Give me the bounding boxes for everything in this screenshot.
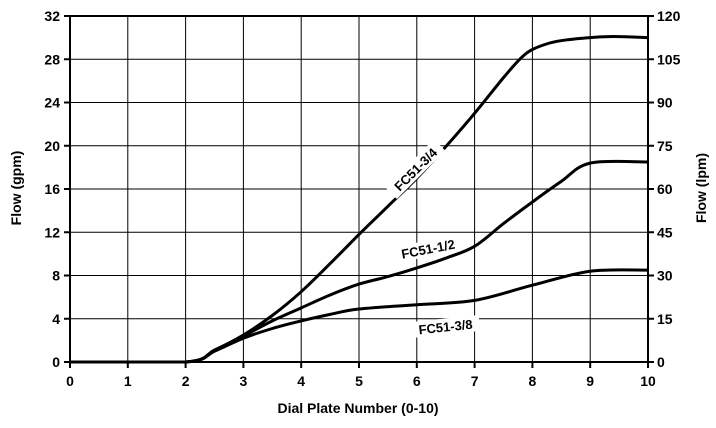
- y2-tick-label: 105: [657, 51, 681, 67]
- x-tick-label: 5: [355, 373, 363, 389]
- curve-label-group: FC51-3/8: [410, 314, 481, 339]
- ticks: [64, 15, 654, 368]
- y-tick-label: 4: [52, 311, 60, 327]
- y-tick-label: 20: [44, 138, 60, 154]
- series-line: [69, 268, 649, 364]
- y-tick-label: 32: [44, 8, 60, 24]
- y2-tick-label: 30: [657, 268, 673, 284]
- curve-label: FC51-3/4: [391, 145, 440, 194]
- x-tick-label: 7: [471, 373, 479, 389]
- curve-label-bg: [385, 139, 446, 200]
- curve-label-bg: [392, 234, 464, 264]
- curve-label-bg: [410, 314, 481, 339]
- y-tick-label: 28: [44, 51, 60, 67]
- x-tick-label: 10: [640, 373, 656, 389]
- y2-tick-label: 120: [657, 8, 681, 24]
- y2-tick-label: 0: [657, 354, 665, 370]
- x-tick-labels: 0 1 2 3 4 5 6 7 8 9 10: [66, 373, 656, 389]
- y2-tick-label: 75: [657, 138, 673, 154]
- x-tick-label: 0: [66, 373, 74, 389]
- y-tick-labels: 0 4 8 12 16 20 24 28 32: [44, 8, 60, 370]
- y-tick-label: 24: [44, 95, 60, 111]
- x-tick-label: 8: [529, 373, 537, 389]
- y2-tick-label: 90: [657, 95, 673, 111]
- curve-label: FC51-3/8: [418, 317, 473, 338]
- x-tick-label: 6: [413, 373, 421, 389]
- x-tick-label: 9: [586, 373, 594, 389]
- y-tick-label: 0: [52, 354, 60, 370]
- x-tick-label: 1: [124, 373, 132, 389]
- y-axis-title: Flow (gpm): [8, 151, 24, 226]
- y2-tick-label: 60: [657, 181, 673, 197]
- y-tick-label: 16: [44, 181, 60, 197]
- x-tick-label: 3: [240, 373, 248, 389]
- y2-tick-labels: 0 15 30 45 60 75 90 105 120: [657, 8, 681, 370]
- y-tick-label: 8: [52, 268, 60, 284]
- curve-labels: FC51-3/4 FC51-1/2 FC51-3/8: [385, 139, 481, 339]
- curve-label-group: FC51-1/2: [392, 234, 464, 264]
- x-axis-title: Dial Plate Number (0-10): [277, 400, 438, 416]
- y2-axis-title: Flow (lpm): [693, 153, 709, 223]
- y2-tick-label: 45: [657, 224, 673, 240]
- x-tick-label: 4: [297, 373, 305, 389]
- x-tick-label: 2: [182, 373, 190, 389]
- curve-label-group: FC51-3/4: [385, 139, 446, 200]
- y-tick-label: 12: [44, 224, 60, 240]
- y2-tick-label: 15: [657, 311, 673, 327]
